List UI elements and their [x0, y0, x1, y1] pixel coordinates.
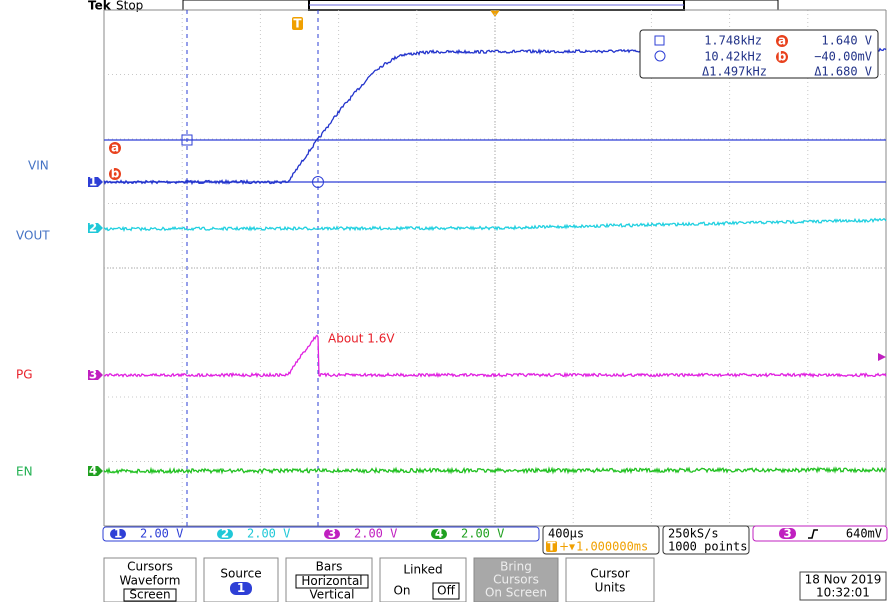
channel-badge — [324, 529, 340, 539]
menu-value: 1 — [237, 581, 245, 595]
trigger-pos-label: T — [547, 540, 556, 554]
channel-badge — [110, 529, 126, 539]
trace-label: EN — [16, 465, 33, 479]
cursor-square — [181, 134, 193, 146]
trigger-position: 1.000000ms — [576, 540, 648, 554]
readout-a-marker — [776, 35, 788, 47]
trigger-source-badge — [779, 528, 796, 539]
trigger-level-marker — [878, 353, 886, 361]
channel-marker-label: 3 — [89, 368, 97, 382]
channel-number: 1 — [114, 527, 122, 541]
cursor-circle — [312, 176, 324, 188]
menu-option: Cursor — [590, 567, 630, 581]
trace-label: VOUT — [16, 229, 50, 243]
menu-option: Bring — [500, 560, 532, 574]
cursor-b-marker — [109, 168, 121, 180]
readout-circle — [654, 50, 666, 62]
menu-option: Units — [595, 581, 626, 595]
cursor-b-label: b — [111, 167, 120, 181]
trigger-slope — [808, 529, 818, 539]
trace-pg — [104, 334, 887, 379]
readout-freq-1: 1.748kHz — [704, 34, 762, 48]
channel-marker — [88, 177, 103, 187]
channel-marker — [88, 370, 103, 380]
menu-option: Waveform — [120, 574, 181, 588]
menu-selected — [123, 588, 177, 602]
trigger-marker-label: T — [293, 17, 302, 31]
trace-label: PG — [16, 368, 33, 382]
channel-scale: 2.00 V — [247, 527, 290, 541]
channel-scale: 2.00 V — [354, 527, 397, 541]
menu-units[interactable] — [565, 557, 655, 602]
menu-bring[interactable] — [473, 557, 559, 602]
trigger-level: 640mV — [846, 527, 882, 541]
brand: Tek — [88, 0, 112, 13]
menu-option: Vertical — [310, 588, 355, 602]
readout-b-value: −40.00mV — [814, 50, 872, 64]
channel-badge — [217, 529, 233, 539]
readout-b-marker — [776, 51, 788, 63]
trigger-source: 3 — [783, 527, 791, 541]
channel-marker-label: 2 — [89, 221, 97, 235]
cursor-readout — [639, 29, 879, 79]
annotation: About 1.6V — [328, 332, 395, 346]
cursor-a-label: a — [111, 141, 119, 155]
menu-option: On Screen — [485, 586, 547, 600]
channel-marker — [88, 466, 103, 476]
channel-number: 4 — [435, 527, 443, 541]
channel-scale: 2.00 V — [140, 527, 183, 541]
timebase-scale: 400µs — [548, 527, 584, 541]
menu-option: On — [393, 584, 410, 598]
acq-box — [662, 525, 750, 555]
readout-delta-value: Δ1.680 V — [814, 65, 872, 79]
menu-title: Cursors — [127, 560, 173, 574]
menu-option: Horizontal — [301, 574, 362, 588]
trace-vout — [103, 217, 887, 233]
cursor-a-marker — [109, 142, 121, 154]
menu-title: Linked — [403, 563, 442, 577]
channel-number: 3 — [328, 527, 336, 541]
timebase-box — [542, 525, 660, 555]
channel-marker-label: 1 — [89, 175, 97, 189]
readout-square — [654, 35, 665, 46]
menu-option: Off — [437, 584, 455, 598]
menu-option: Screen — [129, 588, 170, 602]
readout-a-value: 1.640 V — [821, 34, 872, 48]
time: 10:32:01 — [816, 586, 870, 600]
menu-title: Source — [220, 567, 261, 581]
menu-selected — [295, 574, 369, 589]
acq-status: Stop — [116, 0, 143, 13]
trace-label: VIN — [28, 159, 49, 173]
trigger-pos-arrow: +▾ — [559, 540, 575, 554]
readout-b-label: b — [778, 50, 787, 64]
menu-selected — [432, 582, 460, 600]
trigger-marker — [292, 17, 303, 30]
readout-freq-2: 10.42kHz — [704, 50, 762, 64]
channel-scale: 2.00 V — [461, 527, 504, 541]
menu-title: Bars — [316, 560, 343, 574]
date: 18 Nov 2019 — [805, 573, 882, 587]
menu-option: Cursors — [493, 573, 539, 587]
trigger-pos-marker — [546, 541, 557, 552]
readout-delta-freq: Δ1.497kHz — [702, 65, 767, 79]
record-length: 1000 points — [668, 540, 747, 554]
datetime-box — [799, 571, 887, 601]
readout-a-label: a — [778, 34, 786, 48]
channel-marker-label: 4 — [89, 464, 97, 478]
sample-rate: 250kS/s — [668, 527, 719, 541]
channel-badge — [431, 529, 447, 539]
trace-en — [103, 466, 887, 475]
channel-bar — [102, 526, 540, 542]
channel-number: 2 — [221, 527, 229, 541]
channel-marker — [88, 223, 103, 233]
source-badge — [230, 582, 252, 595]
